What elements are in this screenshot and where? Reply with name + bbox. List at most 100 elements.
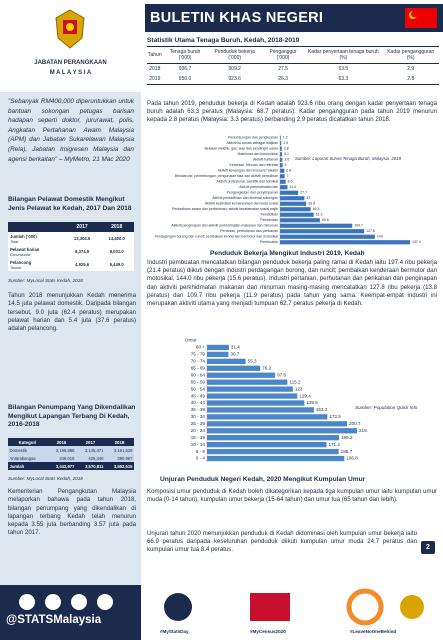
source: Sumber: MyLocal Stats Kedah, 2018 [8, 278, 83, 283]
value-label: 200.7 [349, 421, 361, 426]
category-label: 55 - 59 [191, 379, 206, 384]
value-label: 76.2 [262, 366, 271, 371]
value-label: 31.4 [231, 345, 240, 350]
visitor-table: 2017 2018 Jumlah (‘000) Total 13,304.5 14,400… [8, 222, 134, 271]
value-label: 139.5 [306, 400, 318, 405]
category-label: Aktiviti kesihatan kemanusiaan dan kerja… [205, 202, 278, 206]
paragraph: Industri pembuatan mencatatkan bilangan … [147, 259, 437, 308]
bar [280, 135, 281, 140]
category-label: Perlombongan dan pengkuarian [228, 136, 278, 140]
category-label: 70 - 74 [191, 359, 206, 364]
org-country: M A L A Y S I A [49, 70, 92, 76]
value-label: 196.8 [346, 456, 358, 461]
category-label: 20 - 24 [191, 428, 206, 433]
cell: 3,161,528 [104, 446, 134, 454]
value-label: 1.2 [283, 136, 288, 140]
value-label: 172.5 [329, 414, 341, 419]
header-cell: 2016 [46, 438, 76, 446]
cell: 3,570,811 [75, 462, 105, 470]
header-cell: 2017 [75, 438, 105, 446]
category-label: Aktiviti profesional, saintifik dan tekn… [217, 180, 279, 184]
sublabel: Tourist [10, 265, 22, 270]
bar [207, 400, 305, 406]
social-icons [19, 594, 113, 610]
category-label: Maklumat dan komunikasi [238, 152, 279, 156]
value-label: 4 [285, 163, 287, 167]
category-label: Pertanian, perhutanan dan perikanan [220, 229, 278, 233]
row-label: Pelancong Tourist [8, 258, 65, 271]
category-label: 40 - 44 [191, 400, 206, 405]
category-label: 45 - 49 [191, 393, 206, 398]
header-cell: Tahun [147, 46, 163, 64]
header-row: Kategori 2016 2017 2018 [8, 438, 134, 446]
cell: 246,019 [46, 454, 76, 462]
bar [280, 234, 375, 239]
row: Jumlah (‘000) Total 13,304.5 14,400.0 [8, 232, 134, 245]
logo-box: JABATAN PERANGKAAN M A L A Y S I A [0, 0, 141, 92]
row: Pelawat harian Excursionist 8,374.9 9,031.0 [8, 245, 134, 258]
category-label: Bekalan air; pembetungan, pengurusan sis… [175, 174, 278, 178]
value-label: 171.2 [328, 442, 340, 447]
category-label: Aktiviti perkhidmatan lain [239, 185, 278, 189]
row: 2018 936.7 909.2 27.5 63.5 2.9 [147, 64, 439, 75]
cell: 9,031.0 [99, 245, 134, 258]
category-label: Pembinaan [260, 218, 278, 222]
category-label: Pengangkutan dan penyimpanan [227, 191, 278, 195]
bar [280, 146, 282, 151]
category-label: 60 - 64 [191, 372, 206, 377]
value-label: 129.4 [299, 393, 311, 398]
category-label: 80 + [196, 345, 205, 350]
bar [207, 358, 246, 364]
cell: 3,145,471 [75, 446, 105, 454]
sublabel: Excursionist [10, 252, 31, 257]
bar [207, 448, 339, 455]
cell: 13,304.5 [64, 232, 100, 245]
cell: 3,196,958 [46, 446, 76, 454]
bar [280, 229, 365, 234]
category-label: Aktiviti kewangan dan insurans/ takaful [218, 169, 279, 173]
paragraph: Kementerian Pengangkutan Malaysia melapo… [8, 488, 136, 537]
paragraph: Unjuran tahun 2020 menunjukkan penduduk … [147, 530, 417, 554]
chart-title: Unjuran Penduduk Negeri Kedah, 2020 Meng… [160, 476, 366, 483]
bar [280, 168, 285, 173]
value-label: 115.2 [289, 379, 301, 384]
category-label: Kesenian, hiburan dan rekreasi [230, 163, 279, 167]
bar [280, 207, 311, 212]
category-label: 5 - 9 [196, 449, 206, 454]
page-number: 2 [421, 541, 435, 554]
value-label: 189.2 [341, 435, 353, 440]
bar [280, 174, 285, 179]
bar [280, 196, 305, 201]
industry-chart: Perlombongan dan pengkuarian 1.2 Aktiviti … [155, 135, 421, 245]
row: Jumlah 3,442,977 3,570,811 3,552,515 [8, 462, 134, 470]
cell: 4,929.6 [64, 258, 100, 271]
category-label: 35 - 39 [191, 407, 206, 412]
value-label: 215 [359, 428, 367, 433]
value-label: 55.3 [248, 359, 257, 364]
bar [207, 442, 327, 448]
section-title: Bilangan Pelawat Domestik Mengikut Jenis… [8, 196, 132, 212]
bar [280, 190, 299, 195]
value-label: 197.4 [412, 240, 421, 244]
cell: 425,340 [75, 454, 105, 462]
bar [280, 163, 283, 168]
category-label: Pembuatan [260, 240, 278, 244]
bar [280, 218, 320, 223]
cell: 390,987 [104, 454, 134, 462]
cell: 5,449.0 [99, 258, 134, 271]
crest [55, 9, 85, 49]
category-label: 25 - 29 [191, 421, 206, 426]
header-cell: 2018 [104, 438, 134, 446]
category-label: 10 - 14 [191, 442, 206, 447]
value-label: 1.9 [283, 141, 288, 145]
category-label: Bekalan elektrik, gas, wap dan pendingin… [204, 147, 278, 151]
header-cell: 2017 [64, 222, 100, 232]
value-label: 6.6 [286, 169, 291, 173]
bar [207, 407, 314, 413]
value-label: 3.1 [284, 152, 289, 156]
cell: 27.5 [278, 66, 288, 72]
bar [207, 379, 288, 385]
value-label: 60.6 [322, 218, 329, 222]
value-label: 188.7 [341, 449, 353, 454]
section-title: Bilangan Penumpang Yang Dikendalikan Men… [8, 404, 136, 428]
